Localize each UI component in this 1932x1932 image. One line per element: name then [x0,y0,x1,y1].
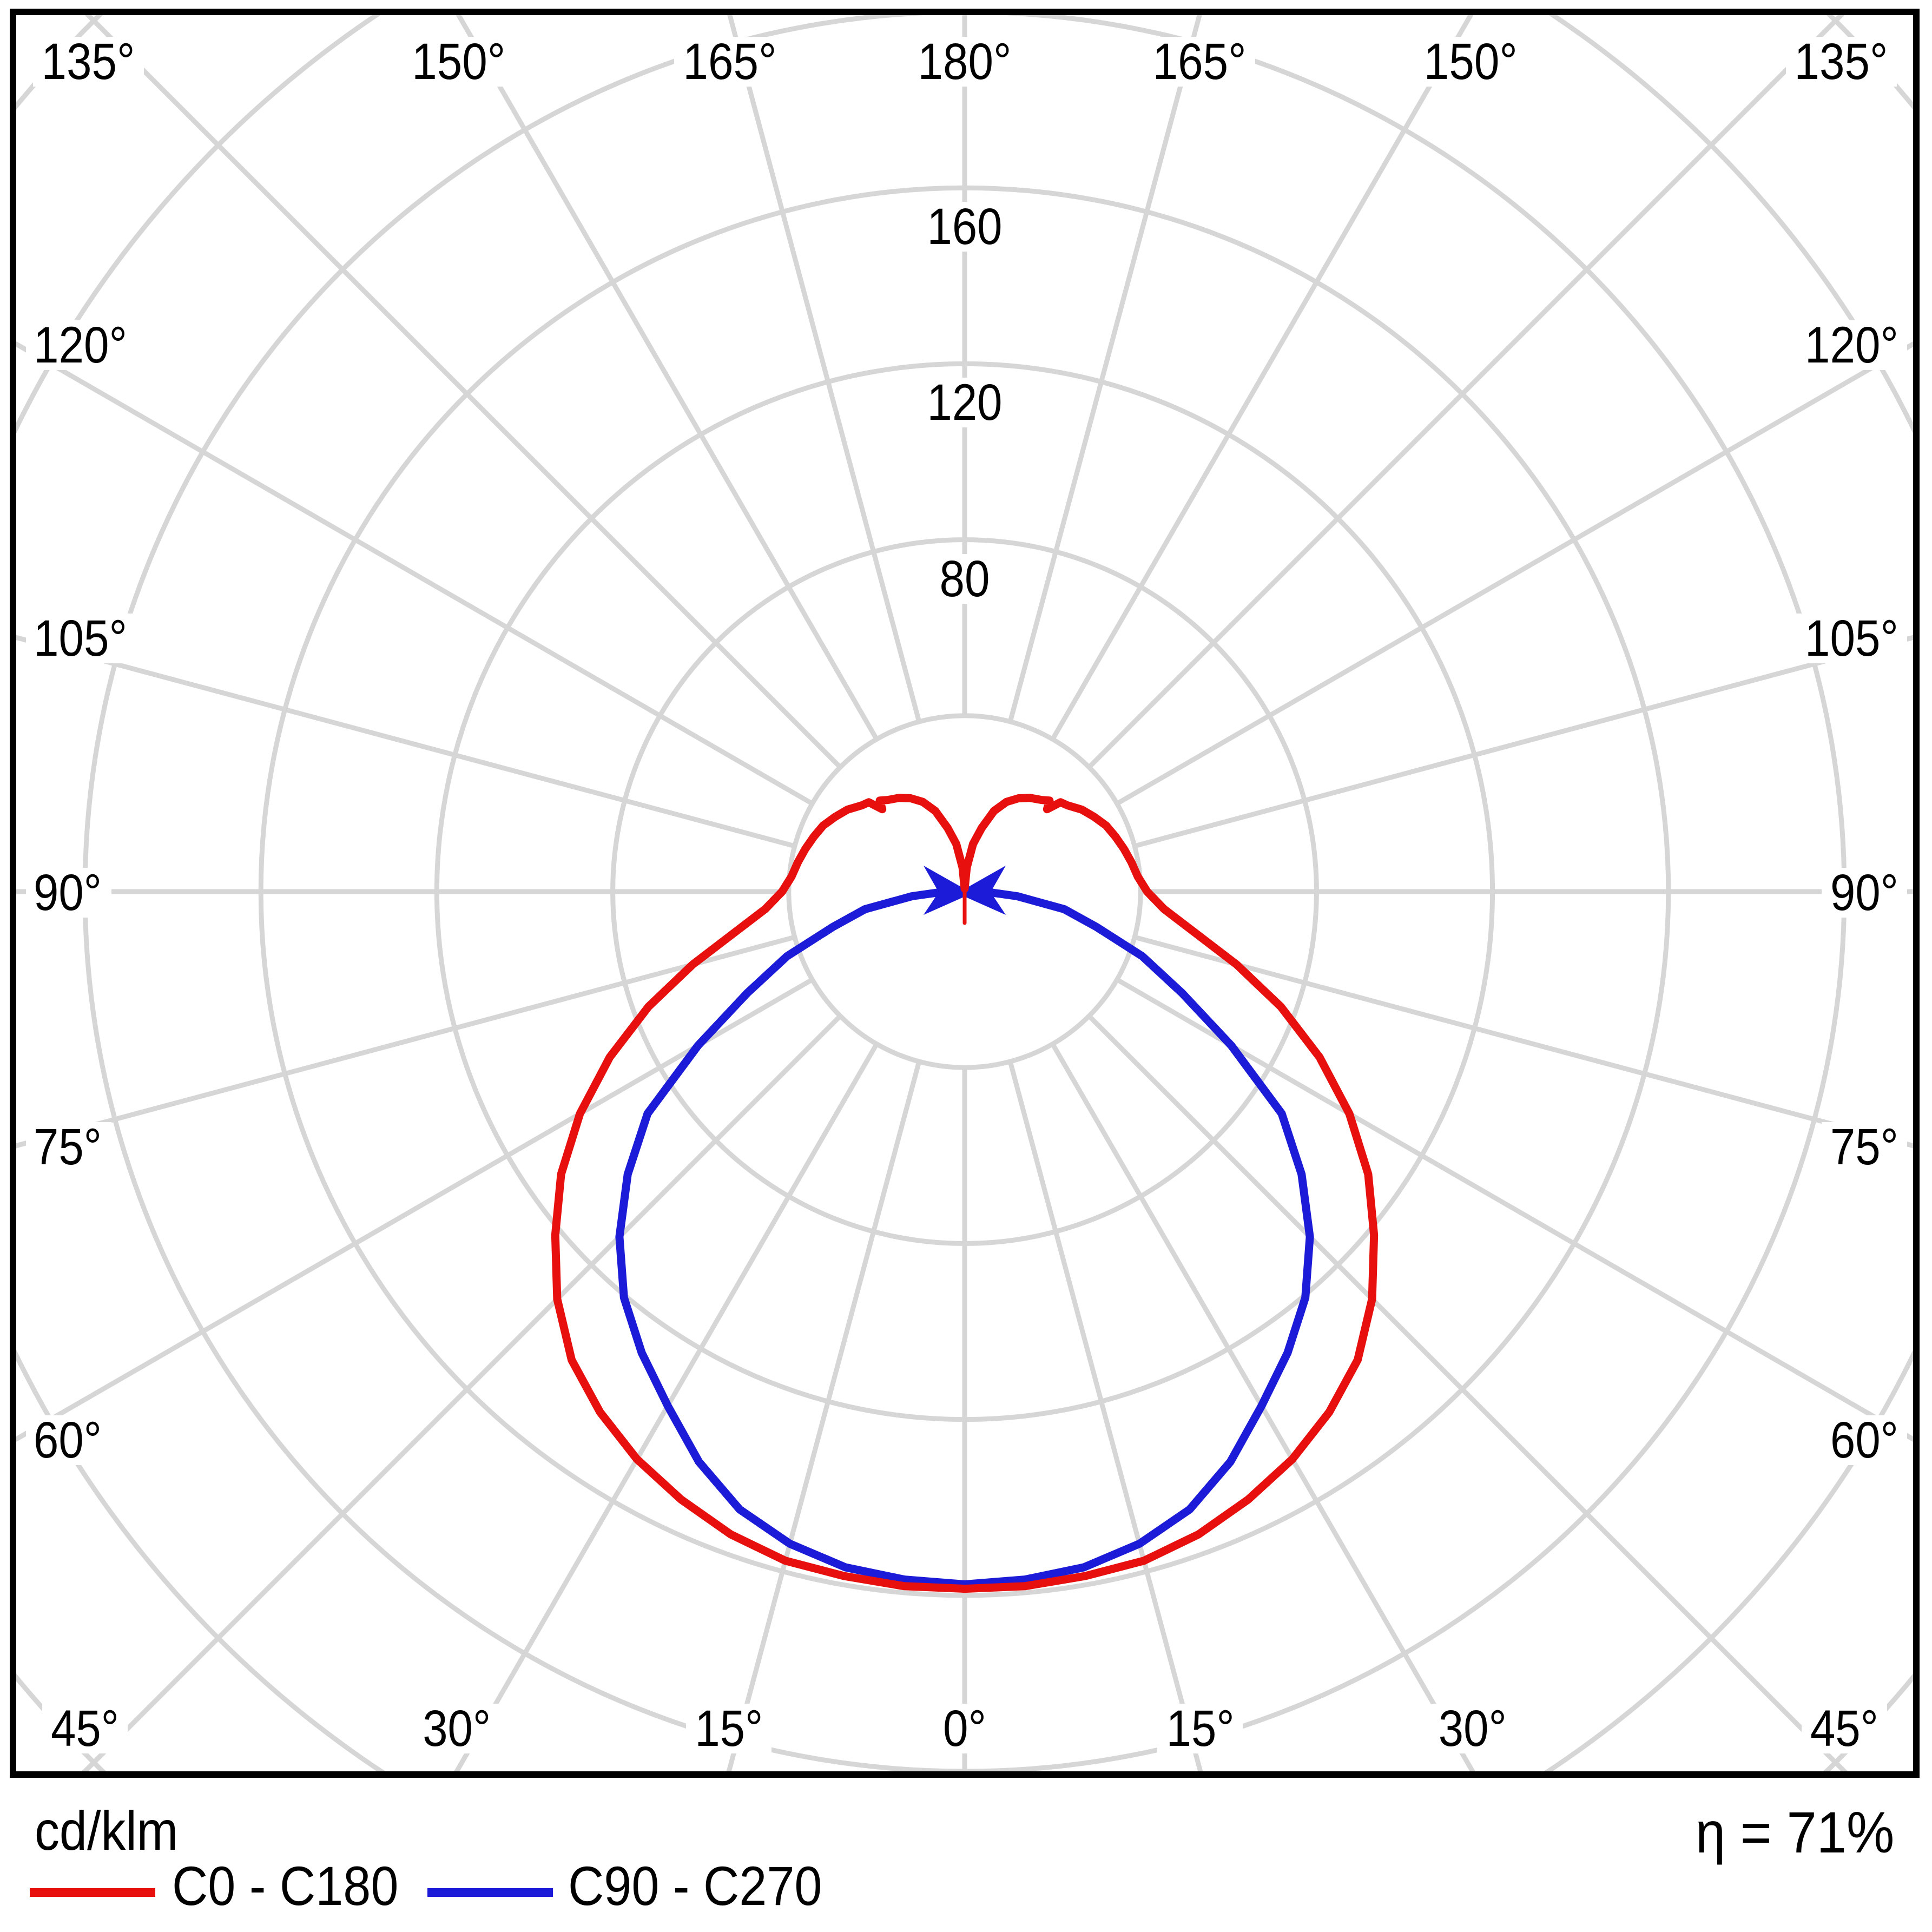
angle-label: 90° [34,864,102,921]
label-halo [931,554,999,604]
polar-grid-spoke [1050,1043,1475,1771]
polar-grid-spoke [16,977,814,1442]
polar-grid-spoke [16,635,796,849]
angle-label: 75° [34,1118,102,1176]
radial-tick-label: 120 [927,374,1003,431]
label-halo [414,1704,499,1753]
polar-grid-spoke [16,341,814,806]
label-halo [686,1704,772,1753]
polar-grid-spoke [16,934,796,1149]
label-halo [26,868,111,918]
polar-grid-labels: 0° 15° 15° 30° 30° 45° 45° 60° 60° 75° 75° 90° 90° 10… [26,33,1907,1757]
label-halo [1822,1122,1907,1172]
polar-grid-spoke [456,15,879,741]
label-halo [26,1415,111,1465]
polar-grid-spoke [1133,934,1913,1149]
angle-label: 90° [1830,864,1898,921]
label-halo [1430,1704,1515,1753]
polar-grid-spoke [726,1060,922,1771]
polar-grid-spoke [1007,1060,1203,1771]
polar-grid-spoke [1007,15,1202,723]
angle-label: 0° [943,1700,986,1757]
polar-grid-spoke [1116,341,1913,806]
label-halo [1144,37,1255,87]
label-halo [1822,868,1907,918]
angle-label: 165° [1153,33,1247,90]
label-halo [1786,37,1897,87]
label-halo [26,1122,111,1172]
label-halo [26,614,137,663]
label-halo [1415,37,1526,87]
blue-center-arrow [924,866,972,915]
angle-label: 165° [683,33,776,90]
label-halo [33,37,144,87]
angle-label: 150° [1424,33,1518,90]
label-halo [918,202,1011,252]
angle-label: 75° [1830,1118,1898,1176]
label-halo [1802,1704,1887,1753]
angle-label: 60° [34,1412,102,1469]
label-halo [918,378,1011,427]
blue-center-arrow [957,866,1006,915]
label-halo [42,1704,128,1753]
polar-grid-spoke [454,1043,879,1771]
angle-label: 30° [423,1700,491,1757]
label-halo [1796,320,1907,370]
angle-label: 45° [51,1700,119,1757]
angle-label: 135° [42,33,135,90]
angle-label: 60° [1830,1412,1898,1469]
unit-label: cd/klm [35,1800,179,1862]
curves [551,794,1379,1593]
curve-c0-c180 [551,794,1379,1593]
legend-line-c90-c270 [427,1888,553,1897]
angle-label: 45° [1810,1700,1878,1757]
label-halo [674,37,785,87]
label-halo [1822,1415,1907,1465]
angle-label: 105° [34,610,127,667]
legend-label-c90-c270: C90 - C270 [568,1855,822,1917]
label-halo [934,1704,995,1753]
angle-label: 30° [1439,1700,1507,1757]
curve-c90-c270 [615,887,1314,1588]
label-halo [1157,1704,1243,1753]
angle-label: 15° [695,1700,763,1757]
chart-frame [10,9,1920,1778]
polar-grid-spoke [1133,635,1913,849]
legend-line-c0-c180 [30,1888,155,1897]
efficiency-value: η = 71% [1695,1799,1894,1865]
angle-label: 150° [412,33,505,90]
polar-grid-spoke [727,15,922,723]
angle-label: 120° [34,316,127,374]
label-halo [1796,614,1907,663]
angle-label: 120° [1805,316,1898,374]
label-halo [909,37,1020,87]
polar-grid-spoke [1050,15,1474,741]
label-halo [403,37,514,87]
legend-label-c0-c180: C0 - C180 [172,1855,399,1917]
radial-tick-label: 80 [940,550,990,608]
angle-label: 180° [918,33,1012,90]
radial-tick-label: 160 [927,198,1003,255]
label-halo [26,320,137,370]
angle-label: 15° [1166,1700,1235,1757]
angle-label: 105° [1805,610,1898,667]
angle-label: 135° [1795,33,1888,90]
polar-grid-spoke [1116,977,1913,1442]
